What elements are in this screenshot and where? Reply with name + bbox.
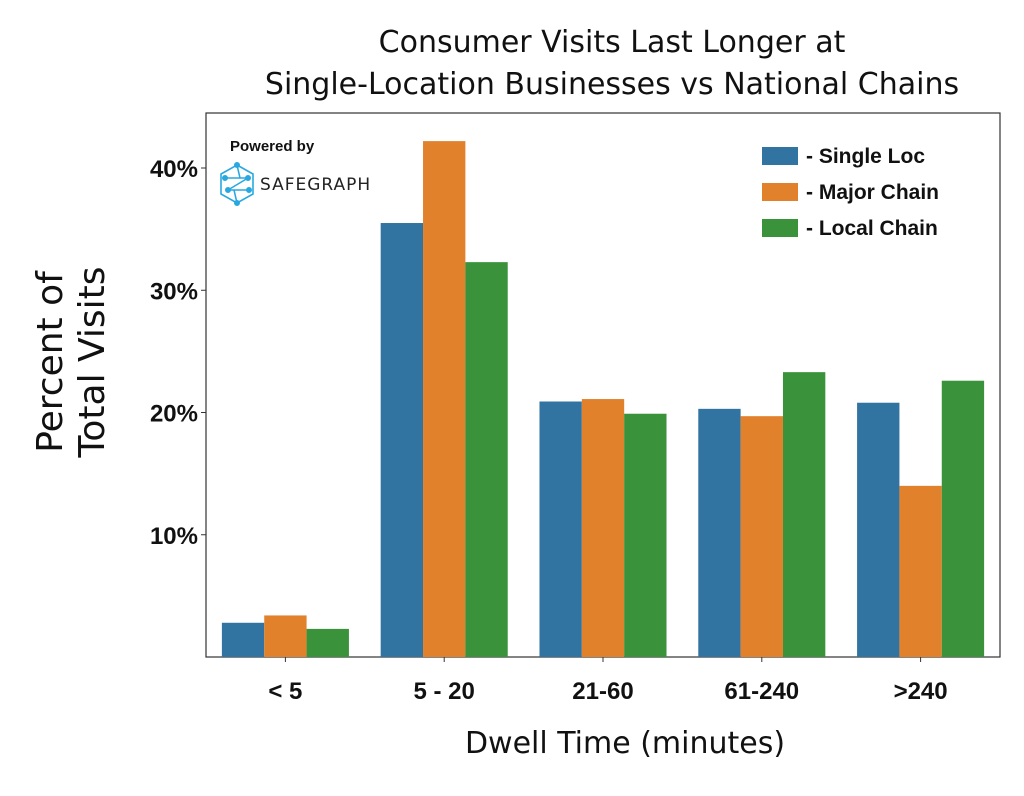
y-tick-label-4: 40% [150,156,198,183]
bar-1-1 [221,622,265,657]
x-tick-label-4: 61-240 [724,678,799,705]
x-axis-label: Dwell Time (minutes) [465,726,785,761]
bar-1-3 [539,401,582,657]
bar-3-3 [624,413,667,657]
legend-swatch-1 [762,147,798,165]
legend-label-3: - Local Chain [806,217,938,240]
y-tick-label-3: 30% [150,278,198,305]
bars-group [221,141,985,657]
x-tick-label-1: < 5 [268,678,302,705]
bar-2-4 [740,416,783,657]
bar-2-3 [581,399,625,657]
safegraph-brand-text: SAFEGRAPH [260,175,371,195]
y-axis-label-line1: Percent of [30,270,71,453]
x-ticks-group: < 5 5 - 20 21-60 61-240 >240 [268,657,948,705]
bar-2-1 [264,615,307,657]
bar-3-4 [782,372,826,657]
bar-1-2 [380,223,424,657]
bar-2-2 [423,141,466,657]
bar-1-4 [698,408,741,657]
x-tick-label-2: 5 - 20 [414,678,475,705]
legend-label-2: - Major Chain [806,181,939,204]
y-tick-label-2: 20% [150,401,198,428]
bar-3-5 [941,380,985,657]
chart-title-line1: Consumer Visits Last Longer at [379,25,846,60]
legend-label-1: - Single Loc [806,145,925,168]
bar-1-5 [857,402,900,657]
legend-swatch-2 [762,183,798,201]
bar-3-2 [465,262,508,657]
safegraph-logo-icon [220,162,254,207]
y-tick-label-1: 10% [150,523,198,550]
chart-title-line2: Single-Location Businesses vs National C… [265,67,959,102]
x-tick-label-5: >240 [894,678,948,705]
bar-3-1 [306,628,349,657]
safegraph-watermark: Powered by SAFEGRAPH [220,138,371,207]
y-ticks-group: 10% 20% 30% 40% [150,156,206,550]
legend: - Single Loc - Major Chain - Local Chain [762,145,939,240]
legend-swatch-3 [762,219,798,237]
y-axis-label: Percent of Total Visits [30,267,113,459]
bar-2-5 [899,485,942,657]
x-tick-label-3: 21-60 [572,678,633,705]
y-axis-label-line2: Total Visits [72,267,113,459]
powered-by-text: Powered by [230,138,315,155]
